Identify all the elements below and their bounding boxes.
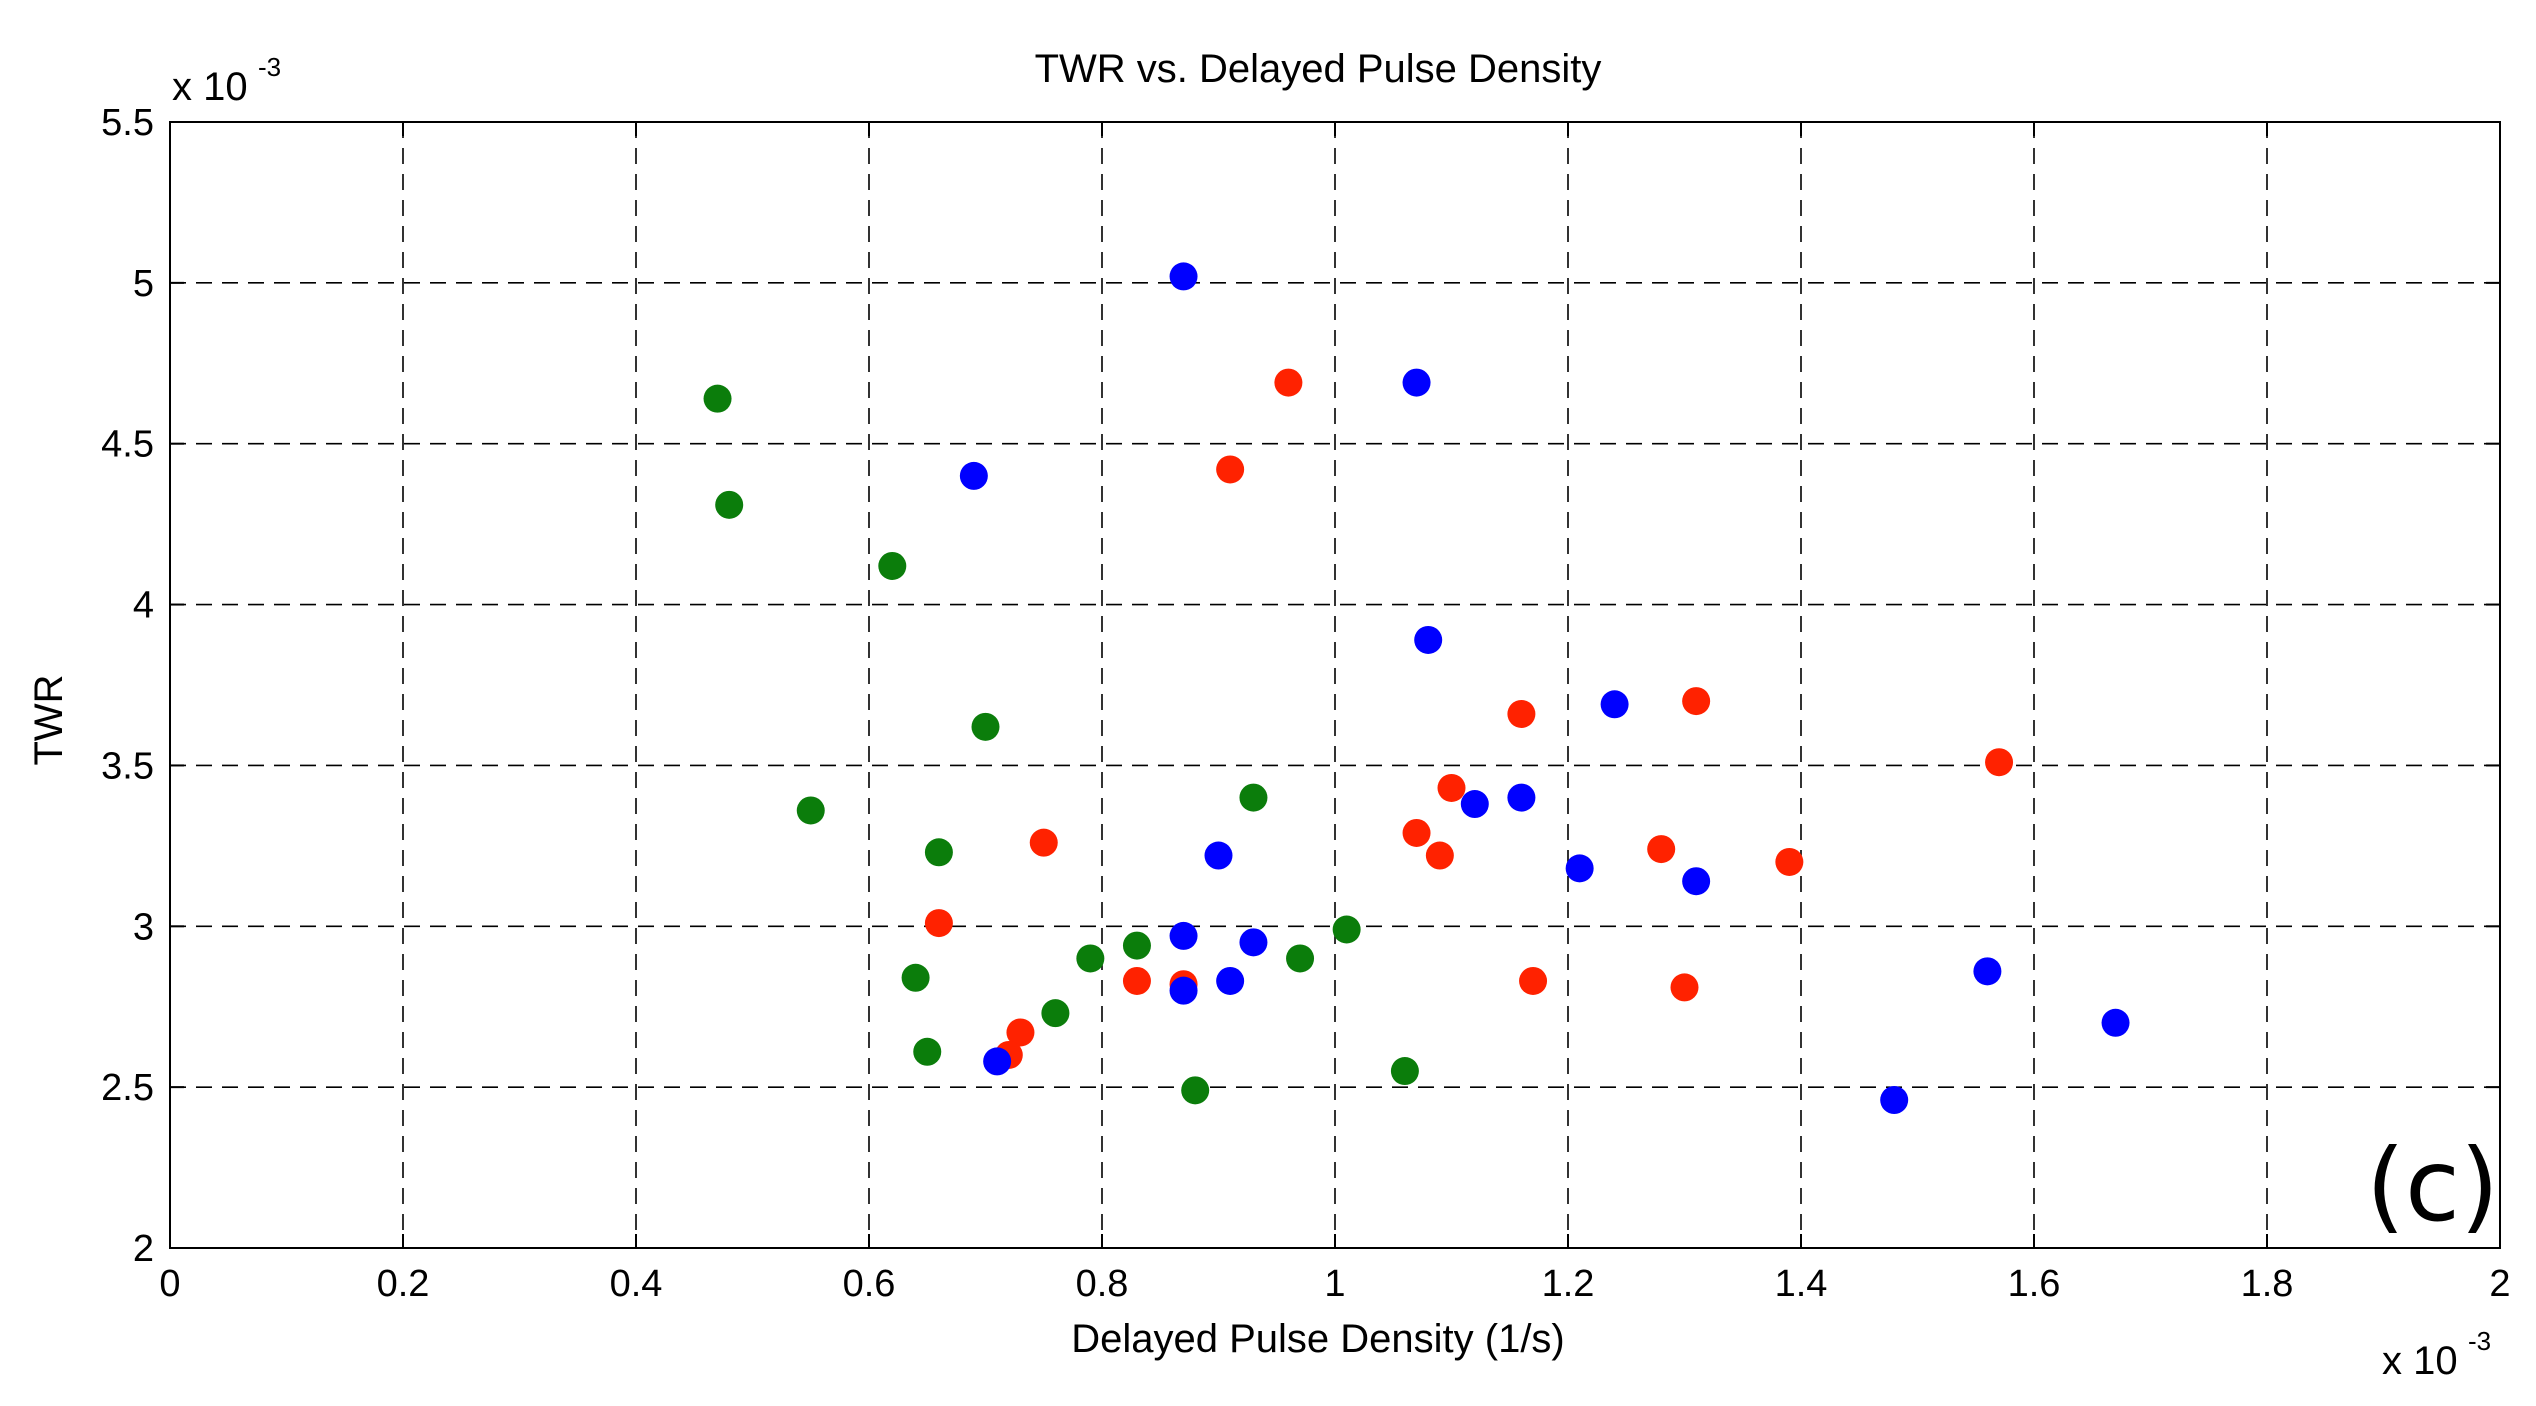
data-point-blue bbox=[2101, 1008, 2130, 1037]
data-point-green bbox=[878, 551, 907, 580]
y-tick-label: 5 bbox=[133, 263, 154, 305]
y-axis-label: TWR bbox=[27, 674, 71, 765]
data-point-red bbox=[1029, 828, 1058, 857]
data-point-green bbox=[1076, 944, 1105, 973]
x-multiplier: x 10 -3 bbox=[2382, 1326, 2491, 1383]
x-multiplier-base: x 10 bbox=[2382, 1339, 2458, 1383]
x-tick-label: 1.8 bbox=[2241, 1263, 2294, 1305]
x-tick-label: 0.2 bbox=[377, 1263, 430, 1305]
y-multiplier-exponent: -3 bbox=[258, 52, 281, 82]
data-point-red bbox=[1274, 368, 1303, 397]
data-point-red bbox=[1507, 699, 1536, 728]
data-point-blue bbox=[1973, 957, 2002, 986]
data-point-red bbox=[1425, 841, 1454, 870]
data-point-green bbox=[1181, 1076, 1210, 1105]
data-point-green bbox=[913, 1037, 942, 1066]
y-tick-label: 2.5 bbox=[101, 1067, 154, 1109]
data-point-red bbox=[1122, 966, 1151, 995]
data-point-green bbox=[1122, 931, 1151, 960]
data-point-blue bbox=[1169, 921, 1198, 950]
data-point-blue bbox=[1402, 368, 1431, 397]
x-tick-label: 1.2 bbox=[1542, 1263, 1595, 1305]
data-point-green bbox=[796, 796, 825, 825]
x-axis-label: Delayed Pulse Density (1/s) bbox=[1071, 1317, 1565, 1361]
data-point-red bbox=[1775, 847, 1804, 876]
x-tick-label: 0.8 bbox=[1076, 1263, 1129, 1305]
data-points bbox=[703, 262, 2130, 1115]
data-point-red bbox=[1670, 973, 1699, 1002]
data-point-blue bbox=[1600, 690, 1629, 719]
y-tick-label: 3 bbox=[133, 906, 154, 948]
x-multiplier-exponent: -3 bbox=[2468, 1326, 2491, 1356]
data-point-red bbox=[1985, 748, 2014, 777]
panel-label: (c) bbox=[2366, 1127, 2499, 1244]
data-point-blue bbox=[1169, 976, 1198, 1005]
data-point-blue bbox=[1565, 854, 1594, 883]
y-tick-labels: 2 2.5 3 3.5 4 4.5 5 5.5 bbox=[101, 102, 154, 1270]
y-tick-label: 3.5 bbox=[101, 745, 154, 787]
data-point-green bbox=[1332, 915, 1361, 944]
grid-lines bbox=[170, 122, 2500, 1248]
data-point-red bbox=[1682, 687, 1711, 716]
data-point-green bbox=[1286, 944, 1315, 973]
data-point-blue bbox=[1507, 783, 1536, 812]
data-point-green bbox=[1239, 783, 1268, 812]
x-tick-label: 0.4 bbox=[610, 1263, 663, 1305]
data-point-blue bbox=[1239, 928, 1268, 957]
y-multiplier: x 10 -3 bbox=[172, 52, 281, 109]
chart-title: TWR vs. Delayed Pulse Density bbox=[1035, 47, 1602, 91]
data-point-blue bbox=[1880, 1086, 1909, 1115]
data-point-green bbox=[924, 838, 953, 867]
data-point-green bbox=[1041, 999, 1070, 1028]
data-point-red bbox=[1437, 773, 1466, 802]
data-point-blue bbox=[959, 461, 988, 490]
data-point-blue bbox=[1414, 625, 1443, 654]
x-tick-label: 1 bbox=[1324, 1263, 1345, 1305]
x-tick-labels: 0 0.2 0.4 0.6 0.8 1 1.2 1.4 1.6 1.8 2 bbox=[159, 1263, 2510, 1305]
x-tick-label: 2 bbox=[2489, 1263, 2510, 1305]
y-tick-label: 2 bbox=[133, 1228, 154, 1270]
data-point-blue bbox=[1682, 867, 1711, 896]
series-green bbox=[703, 384, 1419, 1105]
data-point-blue bbox=[1169, 262, 1198, 291]
x-tick-label: 1.4 bbox=[1775, 1263, 1828, 1305]
plot-frame bbox=[169, 121, 2501, 1249]
data-point-green bbox=[715, 490, 744, 519]
data-point-red bbox=[924, 909, 953, 938]
y-tick-label: 5.5 bbox=[101, 102, 154, 144]
data-point-red bbox=[1402, 818, 1431, 847]
data-point-green bbox=[1390, 1057, 1419, 1086]
data-point-red bbox=[1647, 835, 1676, 864]
y-multiplier-base: x 10 bbox=[172, 65, 248, 109]
data-point-blue bbox=[983, 1047, 1012, 1076]
x-tick-label: 1.6 bbox=[2008, 1263, 2061, 1305]
y-tick-label: 4 bbox=[133, 585, 154, 627]
data-point-red bbox=[1519, 966, 1548, 995]
data-point-red bbox=[1216, 455, 1245, 484]
data-point-red bbox=[1006, 1018, 1035, 1047]
series-blue bbox=[959, 262, 2130, 1115]
data-point-blue bbox=[1460, 790, 1489, 819]
data-point-blue bbox=[1204, 841, 1233, 870]
data-point-green bbox=[971, 712, 1000, 741]
data-point-green bbox=[901, 963, 930, 992]
x-tick-label: 0 bbox=[159, 1263, 180, 1305]
data-point-blue bbox=[1216, 966, 1245, 995]
x-tick-label: 0.6 bbox=[843, 1263, 896, 1305]
data-point-green bbox=[703, 384, 732, 413]
y-tick-label: 4.5 bbox=[101, 424, 154, 466]
